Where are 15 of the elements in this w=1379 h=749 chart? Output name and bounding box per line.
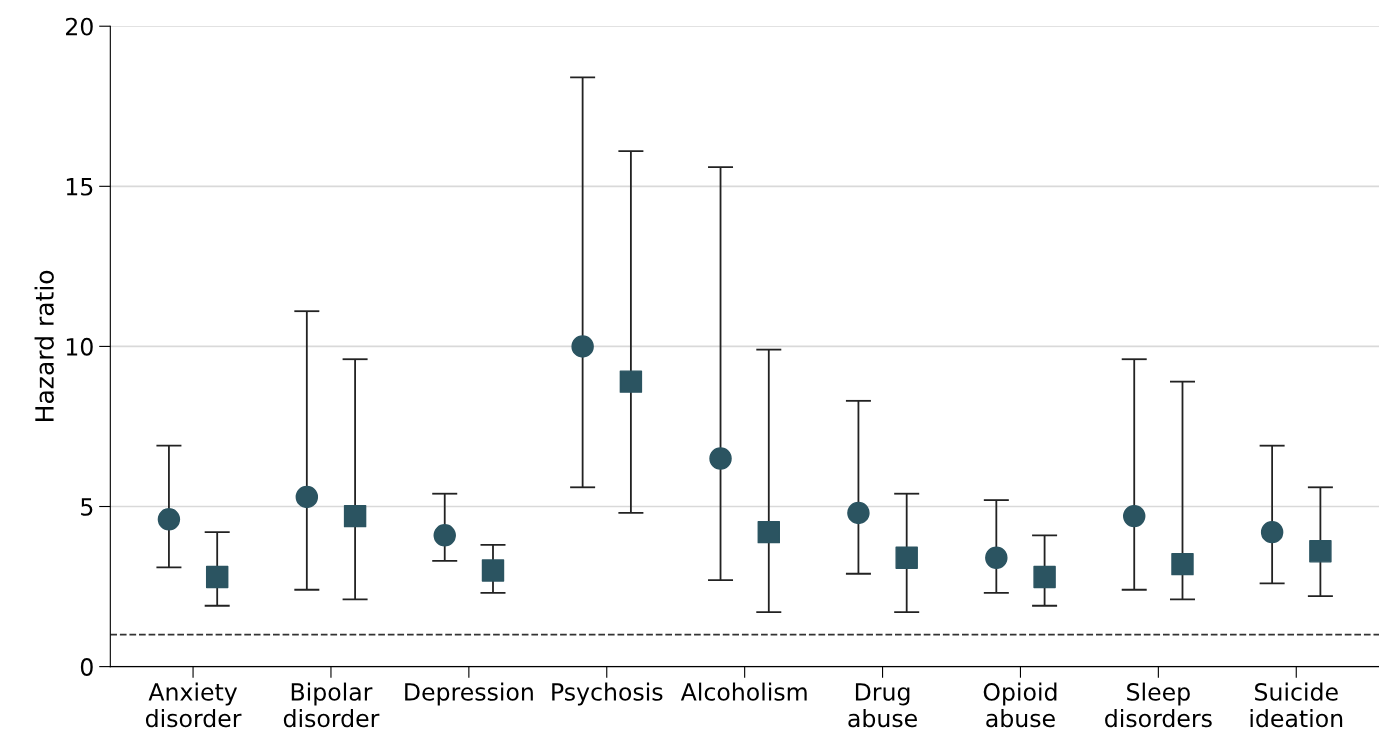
x-tick-label: Anxiety disorder bbox=[145, 682, 242, 728]
x-tick-label: Suicide ideation bbox=[1250, 682, 1343, 728]
y-tick-label: 0 bbox=[80, 658, 93, 676]
y-tick-label: 10 bbox=[66, 337, 93, 356]
y-tick-label: 5 bbox=[81, 498, 93, 516]
y-tick-label: 15 bbox=[66, 178, 93, 196]
x-tick-label: Depression bbox=[405, 682, 533, 706]
x-tick-label: Bipolar disorder bbox=[283, 682, 380, 728]
x-tick-label: Psychosis bbox=[552, 682, 663, 706]
y-axis-title: Hazard ratio bbox=[34, 270, 54, 421]
x-tick-label: Alcoholism bbox=[680, 682, 807, 701]
x-tick-label: Opioid abuse bbox=[983, 682, 1057, 728]
x-tick-label: Drug abuse bbox=[848, 683, 917, 728]
y-tick-label: 20 bbox=[66, 17, 93, 36]
x-tick-label: Sleep disorders bbox=[1105, 682, 1212, 728]
